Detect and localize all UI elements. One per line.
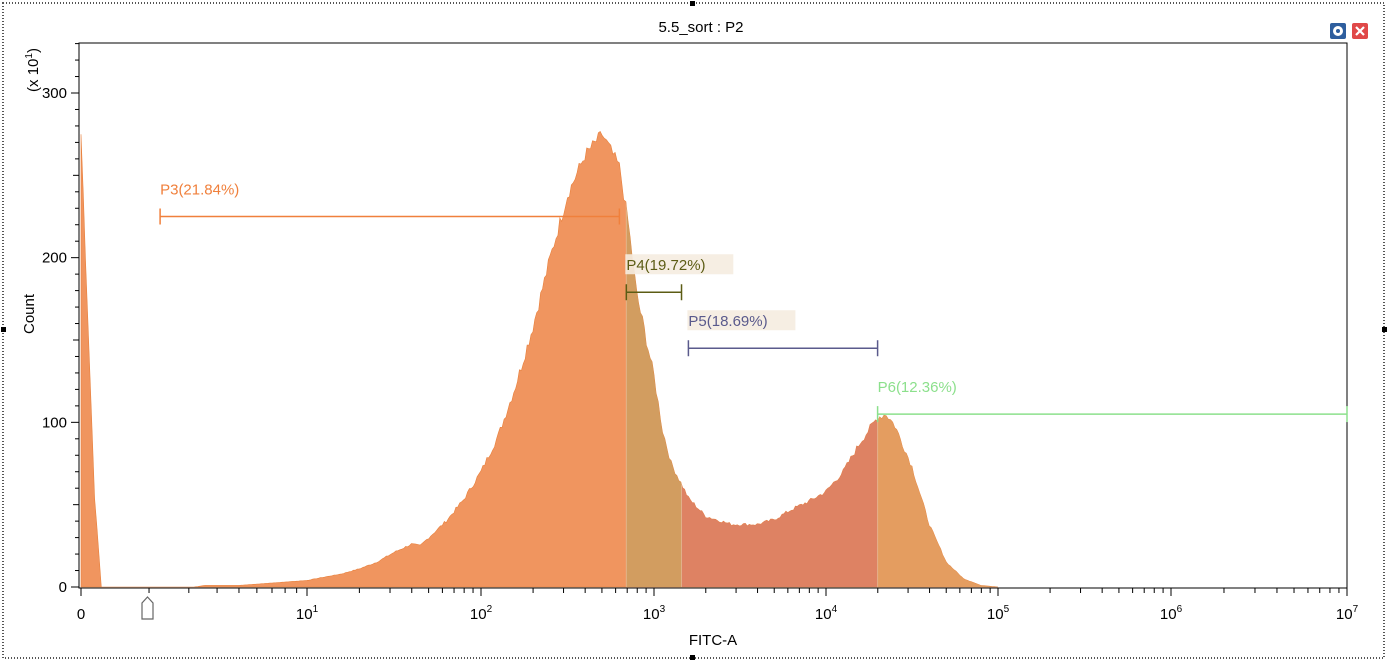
histogram-area (80, 131, 999, 588)
gear-icon[interactable] (1330, 23, 1346, 39)
x-tick-label: 104 (815, 604, 838, 623)
gate-p3[interactable]: P3(21.84%) (159, 182, 621, 225)
chart-title: 5.5_sort : P2 (658, 19, 743, 36)
x-tick-label: 107 (1336, 604, 1359, 623)
threshold-marker[interactable] (141, 596, 154, 620)
gate-p6[interactable]: P6(12.36%) (876, 379, 1348, 423)
gate-layer: P3(21.84%) P4(19.72%) P5(18.69%) P6(12.36%) (159, 182, 1348, 423)
y-axis-label: Count (21, 293, 38, 334)
x-axis: 0 101 102 103 104 105 106 107 (77, 588, 1359, 623)
resize-handle-bottom[interactable] (690, 655, 695, 660)
x-tick-label: 103 (643, 604, 666, 623)
x-axis-label: FITC-A (689, 632, 737, 649)
x-tick-label: 0 (77, 606, 85, 623)
gate-label[interactable]: P3(21.84%) (160, 182, 239, 199)
gate-shading-region (626, 131, 682, 587)
gate-label[interactable]: P4(19.72%) (626, 257, 705, 274)
gate-p5[interactable]: P5(18.69%) (687, 310, 879, 357)
y-tick-label: 300 (42, 85, 67, 102)
gate-p4[interactable]: P4(19.72%) (625, 254, 734, 301)
resize-handle-left[interactable] (1, 327, 6, 332)
gate-shading-region (877, 131, 998, 587)
gate-label[interactable]: P6(12.36%) (878, 379, 957, 396)
plot-area (78, 42, 1348, 589)
y-tick-label: 200 (42, 250, 67, 267)
gate-label[interactable]: P5(18.69%) (688, 313, 767, 330)
x-tick-label: 102 (470, 604, 493, 623)
x-tick-label: 106 (1160, 604, 1183, 623)
gate-label-bg (625, 254, 734, 275)
y-axis: 0 100 200 300 (42, 43, 79, 596)
x-tick-label: 105 (987, 604, 1010, 623)
gate-label-bg (687, 310, 796, 331)
y-multiplier-label: (x 101) (24, 48, 42, 92)
resize-handle-right[interactable] (1382, 327, 1387, 332)
resize-handle-top[interactable] (690, 1, 695, 6)
y-tick-label: 0 (59, 579, 67, 596)
y-tick-label: 100 (42, 414, 67, 431)
close-icon[interactable] (1352, 23, 1368, 39)
x-tick-label: 101 (296, 604, 319, 623)
